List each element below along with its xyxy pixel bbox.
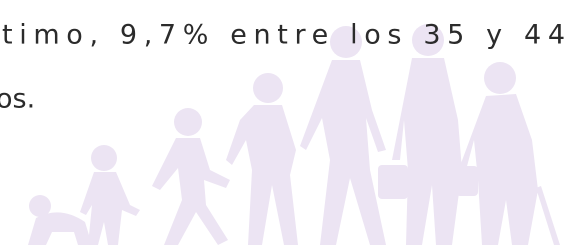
illustration: timo, 9,7% entre los 35 y 44 os. — [0, 0, 567, 245]
page: timo, 9,7% entre los 35 y 44 os. — [0, 0, 567, 245]
body-text-line: timo, 9,7% entre los 35 y 44 — [2, 20, 565, 51]
life-stages-silhouette — [28, 24, 560, 245]
body-text-line: os. — [0, 84, 35, 115]
